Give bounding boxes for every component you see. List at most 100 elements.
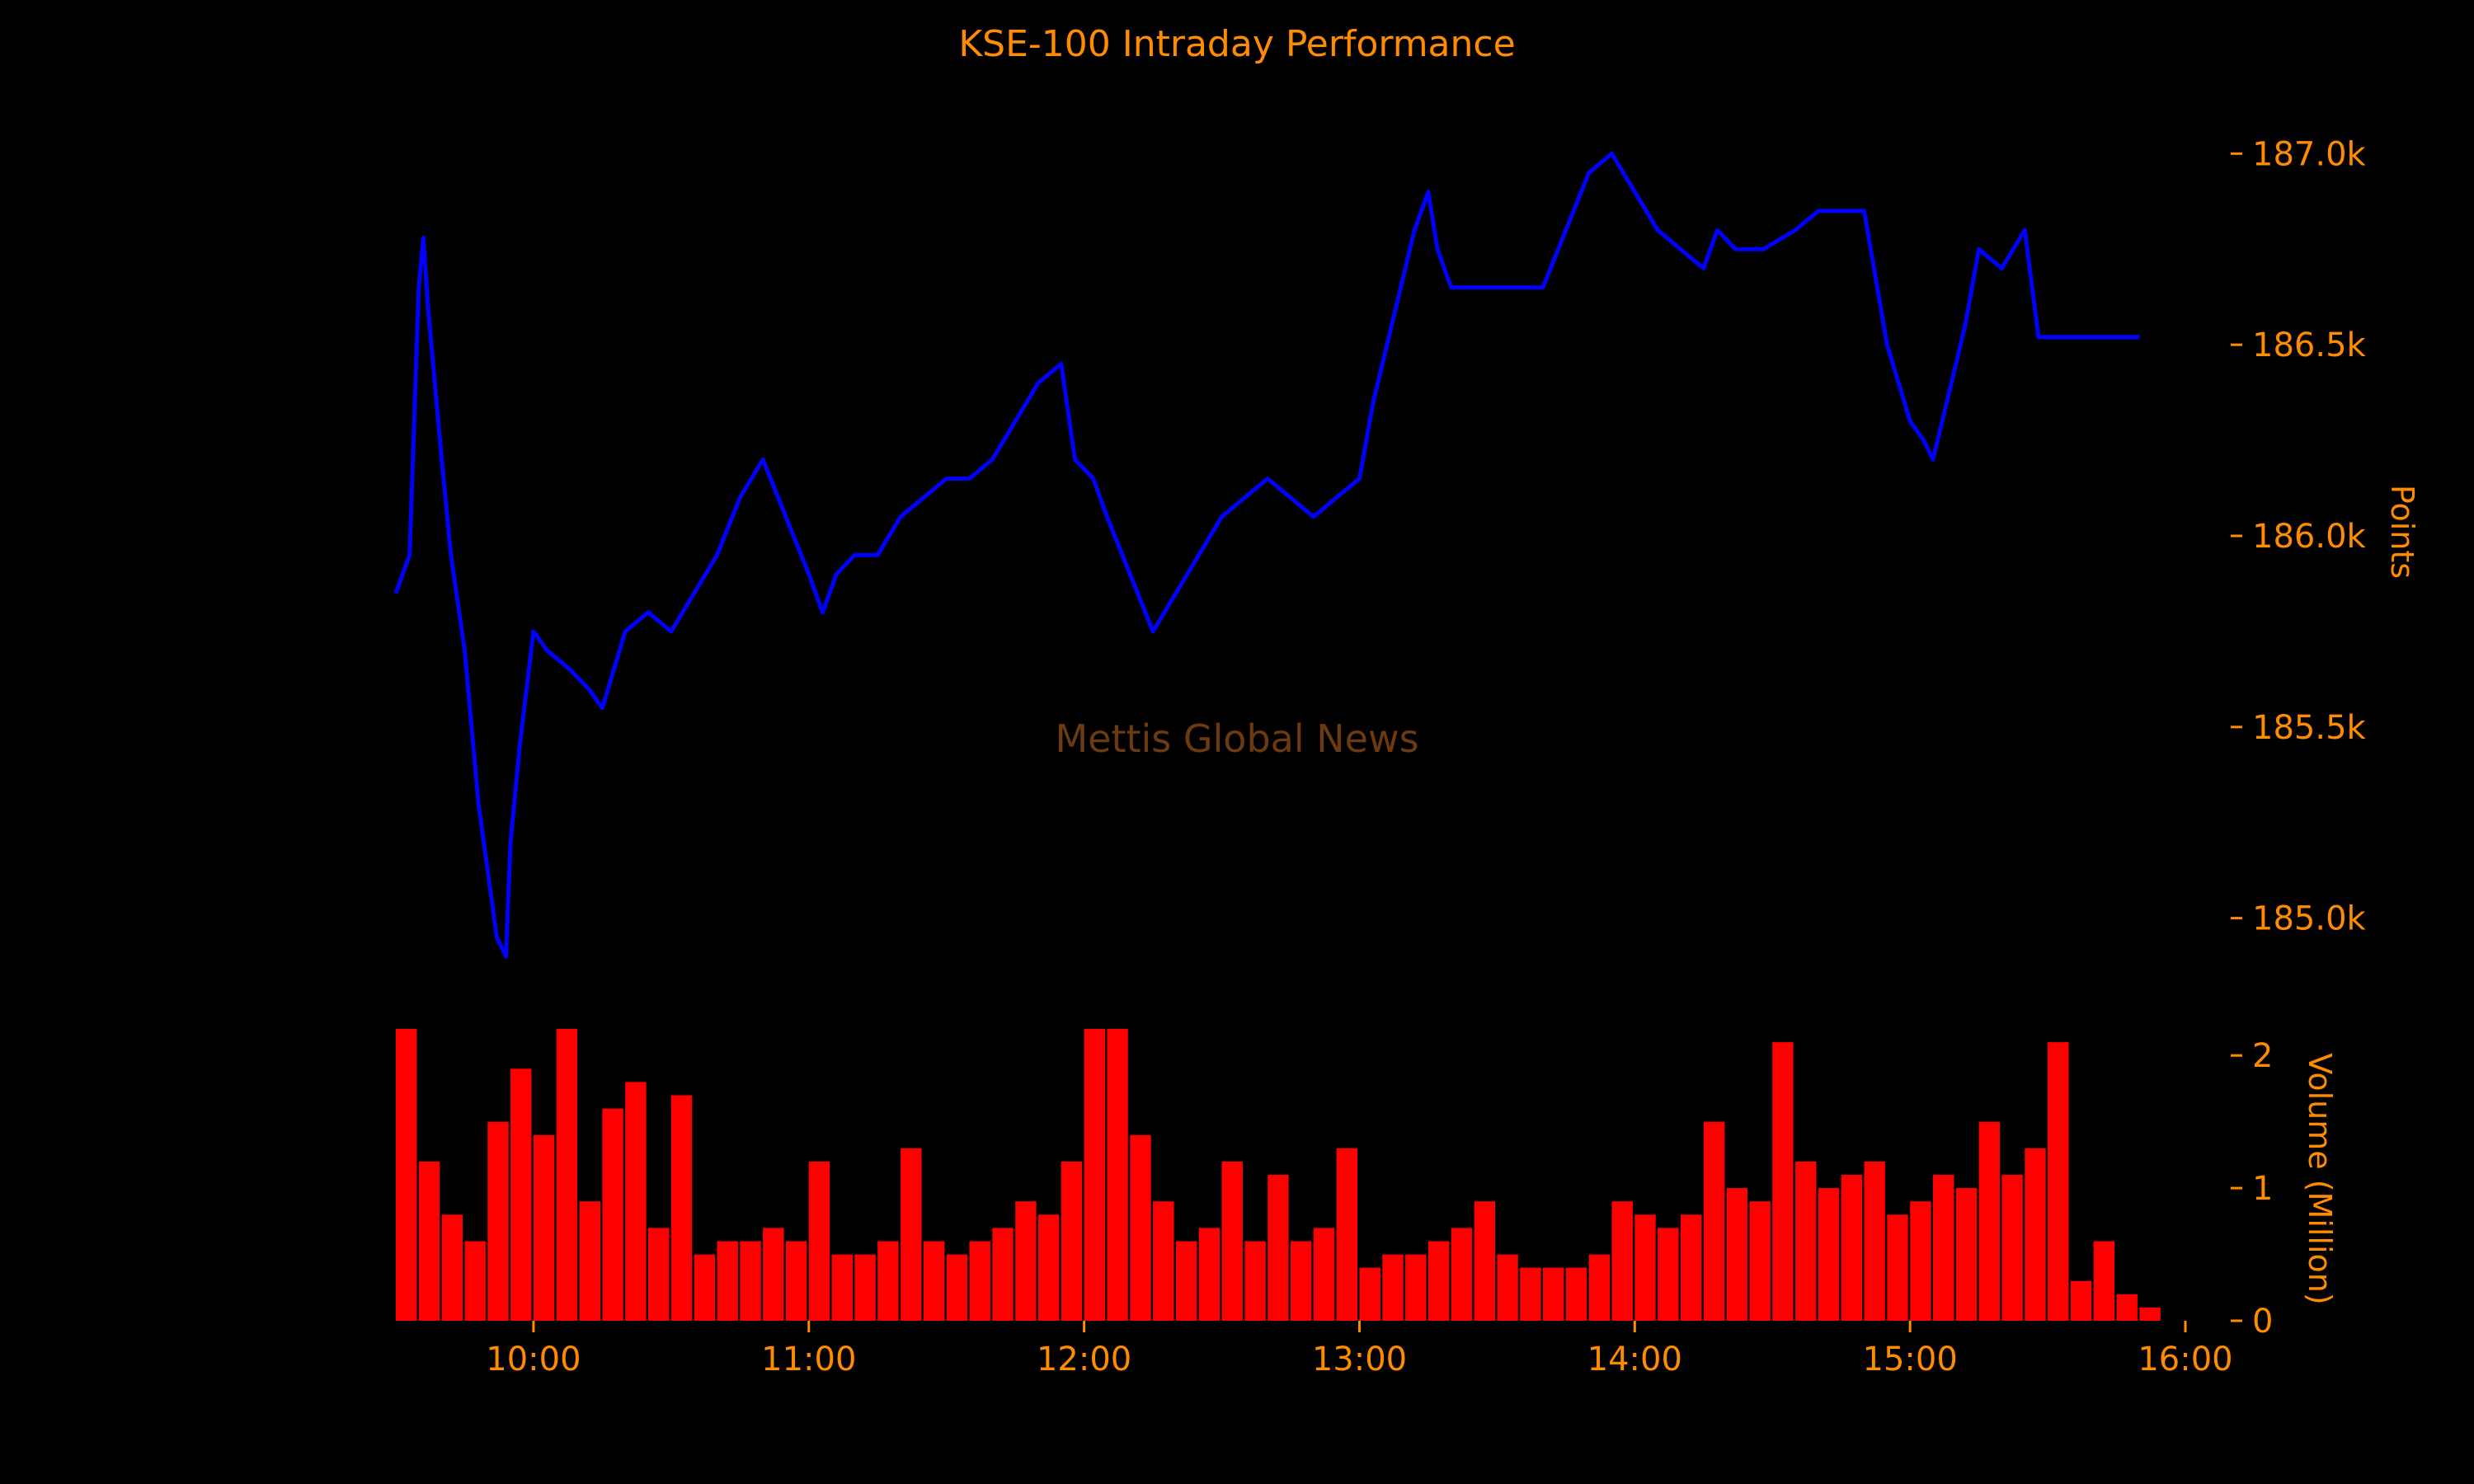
volume-bar (1933, 1175, 1954, 1321)
volume-bar (602, 1108, 623, 1321)
volume-bar (1175, 1241, 1197, 1321)
volume-bar (1680, 1214, 1702, 1321)
volume-bar (1887, 1214, 1908, 1321)
volume-bar (670, 1095, 693, 1321)
volume-bar (625, 1082, 647, 1321)
x-tick-label: 11:00 (761, 1341, 856, 1378)
watermark: Mettis Global News (1055, 716, 1418, 761)
price-tick-label: 187.0k (2252, 135, 2367, 173)
x-tick-label: 13:00 (1312, 1341, 1407, 1378)
volume-bar (808, 1161, 830, 1321)
volume-bar (1221, 1161, 1243, 1321)
volume-bar (1382, 1254, 1404, 1321)
volume-bar (487, 1121, 509, 1321)
volume-bar (1772, 1042, 1794, 1321)
volume-bar (1749, 1201, 1771, 1321)
volume-bar (1313, 1228, 1335, 1321)
volume-bar (1427, 1241, 1450, 1321)
volume-bar (1268, 1175, 1289, 1321)
volume-bar (2070, 1280, 2092, 1321)
volume-bar (763, 1228, 784, 1321)
volume-tick-label: 0 (2252, 1303, 2273, 1341)
price-tick-label: 186.5k (2252, 326, 2367, 364)
x-axis: 10:00 11:00 12:00 13:00 14:00 15:00 16:00 (486, 1321, 2233, 1378)
volume-bar (831, 1254, 853, 1321)
volume-bar (1841, 1175, 1863, 1321)
volume-bar (1474, 1201, 1495, 1321)
volume-bar (2025, 1148, 2046, 1321)
volume-tick-label: 2 (2252, 1037, 2273, 1075)
volume-bar (556, 1029, 578, 1321)
volume-bar (694, 1254, 716, 1321)
price-line-series-0 (393, 151, 2140, 959)
volume-bar (2048, 1042, 2069, 1321)
volume-bar (1818, 1188, 1840, 1321)
volume-bar (1795, 1161, 1817, 1321)
volume-bar (992, 1228, 1014, 1321)
price-tick-label: 185.0k (2252, 900, 2367, 938)
volume-bar (1565, 1267, 1587, 1321)
x-tick-label: 12:00 (1037, 1341, 1131, 1378)
volume-bar (510, 1068, 532, 1321)
volume-bar (1864, 1161, 1885, 1321)
volume-bar (2093, 1241, 2115, 1321)
price-panel: 185.0k 185.5k 186.0k 186.5k 187.0k (393, 135, 2367, 959)
volume-bar (1153, 1201, 1174, 1321)
volume-bar (1910, 1201, 1931, 1321)
price-tick-label: 185.5k (2252, 709, 2367, 747)
volume-bar (2001, 1175, 2023, 1321)
volume-bar (533, 1134, 555, 1321)
volume-bar (1451, 1228, 1473, 1321)
volume-bar (464, 1241, 486, 1321)
volume-bar (1084, 1029, 1105, 1321)
volume-bar (946, 1254, 968, 1321)
volume-bar (1497, 1254, 1518, 1321)
x-tick-label: 14:00 (1587, 1341, 1682, 1378)
x-tick-label: 16:00 (2138, 1341, 2232, 1378)
volume-bar (1359, 1267, 1380, 1321)
volume-bar (740, 1241, 761, 1321)
volume-bar (1038, 1214, 1060, 1321)
volume-bar (1520, 1267, 1541, 1321)
volume-bar (2116, 1294, 2138, 1321)
volume-bar (717, 1241, 738, 1321)
volume-bar (441, 1214, 463, 1321)
volume-bar (1703, 1121, 1725, 1321)
volume-bar (418, 1161, 440, 1321)
volume-bar (877, 1241, 899, 1321)
volume-bar (1061, 1161, 1083, 1321)
chart-title: KSE-100 Intraday Performance (958, 23, 1515, 65)
volume-bar (1588, 1254, 1611, 1321)
price-axis-label: Points (2384, 485, 2420, 579)
volume-bar (785, 1241, 807, 1321)
volume-bar (923, 1241, 945, 1321)
volume-bar (1543, 1267, 1564, 1321)
x-tick-label: 15:00 (1863, 1341, 1958, 1378)
volume-bar (1107, 1029, 1128, 1321)
volume-bar (1611, 1201, 1633, 1321)
volume-axis-label: Volume (Million) (2302, 1053, 2338, 1304)
price-tick-label: 186.0k (2252, 518, 2367, 556)
volume-bar (579, 1201, 600, 1321)
x-tick-label: 10:00 (486, 1341, 581, 1378)
volume-bar (1658, 1228, 1679, 1321)
volume-bar (901, 1148, 922, 1321)
volume-bar (1405, 1254, 1427, 1321)
volume-bar (1130, 1134, 1151, 1321)
volume-bar (969, 1241, 990, 1321)
volume-bar (396, 1029, 417, 1321)
volume-bar (1726, 1188, 1747, 1321)
volume-bar (1015, 1201, 1037, 1321)
volume-bar (1336, 1148, 1357, 1321)
volume-bar (1634, 1214, 1656, 1321)
volume-bar (854, 1254, 876, 1321)
volume-bar (1955, 1188, 1978, 1321)
volume-bar (1198, 1228, 1221, 1321)
volume-bar (2139, 1307, 2161, 1321)
volume-bar (1291, 1241, 1312, 1321)
volume-tick-label: 1 (2252, 1170, 2273, 1208)
volume-bar (648, 1228, 670, 1321)
volume-panel: 0 1 2 (396, 1029, 2273, 1341)
